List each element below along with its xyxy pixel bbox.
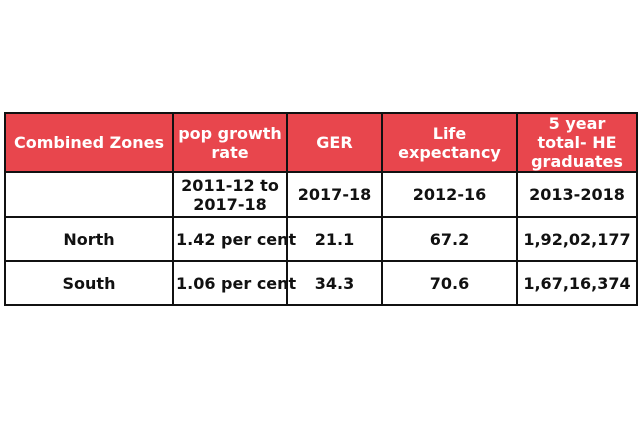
graduates-cell: 1,92,02,177	[516, 216, 638, 262]
life-expectancy-cell: 67.2	[381, 216, 518, 262]
period-he-graduates: 2013-2018	[516, 171, 638, 218]
table-row: South 1.06 per cent 34.3 70.6 1,67,16,37…	[4, 260, 638, 306]
comparison-table-container: Combined Zones pop growth rate GER Life …	[4, 112, 638, 306]
period-ger: 2017-18	[286, 171, 383, 218]
table-header-row: Combined Zones pop growth rate GER Life …	[4, 112, 638, 173]
header-combined-zones: Combined Zones	[4, 112, 174, 173]
comparison-table: Combined Zones pop growth rate GER Life …	[4, 112, 638, 306]
period-life-expectancy: 2012-16	[381, 171, 518, 218]
header-pop-growth-rate: pop growth rate	[172, 112, 288, 173]
header-ger: GER	[286, 112, 383, 173]
life-expectancy-cell: 70.6	[381, 260, 518, 306]
period-zone-blank	[4, 171, 174, 218]
zone-cell: North	[4, 216, 174, 262]
pop-growth-cell: 1.06 per cent	[172, 260, 296, 306]
header-he-graduates: 5 year total- HE graduates	[516, 112, 638, 173]
table-row: North 1.42 per cent 21.1 67.2 1,92,02,17…	[4, 216, 638, 262]
graduates-cell: 1,67,16,374	[516, 260, 638, 306]
ger-cell: 34.3	[286, 260, 383, 306]
ger-cell: 21.1	[286, 216, 383, 262]
zone-cell: South	[4, 260, 174, 306]
pop-growth-cell: 1.42 per cent	[172, 216, 296, 262]
table-period-row: 2011-12 to 2017-18 2017-18 2012-16 2013-…	[4, 171, 638, 218]
header-life-expectancy: Life expectancy	[381, 112, 518, 173]
period-pop-growth: 2011-12 to 2017-18	[172, 171, 288, 218]
